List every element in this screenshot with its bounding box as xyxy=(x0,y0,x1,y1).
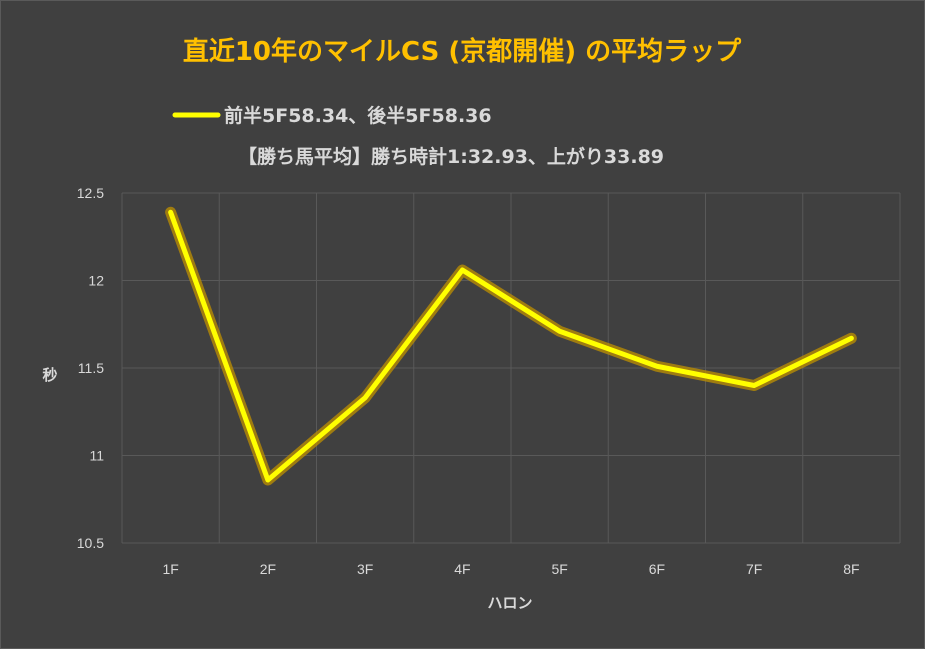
y-tick-label: 12.5 xyxy=(77,185,104,201)
x-axis-title: ハロン xyxy=(487,594,532,612)
y-tick-label: 12 xyxy=(88,273,104,289)
x-tick-label: 8F xyxy=(843,561,859,577)
chart-subtitle: 【勝ち馬平均】勝ち時計1:32.93、上がり33.89 xyxy=(238,145,664,168)
chart-title: 直近10年のマイルCS (京都開催) の平均ラップ xyxy=(183,36,742,67)
y-tick-label: 11.5 xyxy=(78,360,104,376)
legend-label: 前半5F58.34、後半5F58.36 xyxy=(224,104,492,127)
x-tick-label: 4F xyxy=(454,561,470,577)
y-axis-ticks: 12.5 12 11.5 11 10.5 xyxy=(77,185,104,551)
x-tick-label: 2F xyxy=(260,561,276,577)
series-layer xyxy=(165,206,857,486)
y-tick-label: 10.5 xyxy=(77,535,104,551)
series-line xyxy=(168,209,854,483)
x-axis-ticks: 1F 2F 3F 4F 5F 6F 7F 8F xyxy=(162,561,859,577)
x-tick-label: 5F xyxy=(551,561,567,577)
x-tick-label: 3F xyxy=(357,561,373,577)
y-tick-label: 11 xyxy=(89,448,104,464)
x-tick-label: 6F xyxy=(649,561,665,577)
x-tick-label: 1F xyxy=(162,561,178,577)
grid xyxy=(121,192,901,544)
y-axis-title: 秒 xyxy=(42,366,57,384)
x-tick-label: 7F xyxy=(746,561,762,577)
